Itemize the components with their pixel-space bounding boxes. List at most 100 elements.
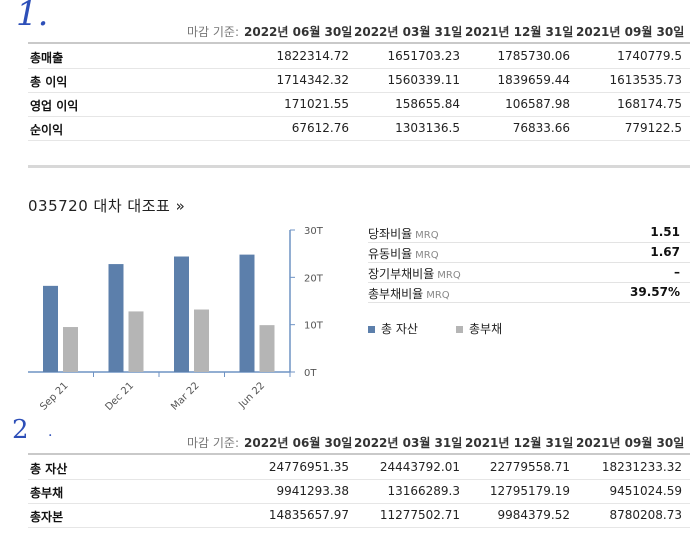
income-table-header: 마감 기준: 2022년 06월 30일 2022년 03월 31일 2021년… — [0, 21, 690, 41]
income-row-net-income: 순이익 67612.76 1303136.5 76833.66 779122.5 — [28, 116, 690, 141]
row-value: 1651703.23 — [387, 49, 460, 63]
x-tick-label: Dec 21 — [103, 380, 136, 413]
row-value: 106587.98 — [505, 97, 570, 111]
row-name: 총부채 — [30, 486, 64, 500]
balance-table-rule — [28, 453, 690, 455]
balance-row-total-assets: 총 자산 24776951.35 24443792.01 22779558.71… — [28, 455, 690, 480]
ratio-label: 장기부채비율 — [368, 267, 435, 281]
row-value: 9451024.59 — [609, 484, 682, 498]
row-value: 168174.75 — [617, 97, 682, 111]
annotation-mark-1: 1. — [16, 0, 49, 34]
ratio-row-quick: 당좌비율 MRQ 1.51 — [368, 222, 690, 243]
bar-assets — [239, 254, 255, 372]
ratio-tag: MRQ — [415, 230, 439, 241]
x-tick-label: Mar 22 — [169, 380, 201, 412]
y-tick-label: 10T — [304, 321, 324, 332]
y-tick-label: 30T — [304, 226, 324, 237]
row-name: 총매출 — [30, 51, 64, 65]
income-col-1: 2022년 03월 31일 — [354, 25, 463, 39]
legend-assets-swatch — [368, 326, 375, 333]
bar-liabilities — [128, 311, 144, 372]
income-row-operating-income: 영업 이익 171021.55 158655.84 106587.98 1681… — [28, 92, 690, 117]
balance-row-total-liabilities: 총부채 9941293.38 13166289.3 12795179.19 94… — [28, 479, 690, 504]
section-divider — [28, 165, 690, 168]
ratio-value: 1.51 — [650, 225, 680, 239]
annotation-mark-2-dot: . — [48, 424, 53, 440]
bar-assets — [174, 256, 189, 372]
row-name: 총자본 — [30, 510, 64, 524]
ratio-label: 총부채비율 — [368, 287, 424, 301]
balance-sheet-bar-chart: 0T 10T 20T 30T Sep 21 Dec 21 Mar 22 Jun 22 — [28, 226, 324, 413]
row-name: 총 자산 — [30, 462, 68, 476]
ratio-value: 1.67 — [650, 245, 680, 259]
ratio-tag: MRQ — [426, 290, 450, 301]
balance-col-3: 2021년 09월 30일 — [576, 436, 685, 450]
row-value: 13166289.3 — [387, 484, 460, 498]
balance-row-total-equity: 총자본 14835657.97 11277502.71 9984379.52 8… — [28, 503, 690, 528]
row-value: 24443792.01 — [379, 460, 460, 474]
ratio-value: – — [674, 265, 680, 279]
y-tick-label: 20T — [304, 273, 324, 284]
ratio-row-long-term-debt: 장기부채비율 MRQ – — [368, 262, 690, 283]
ratio-row-current: 유동비율 MRQ 1.67 — [368, 242, 690, 263]
row-value: 1822314.72 — [276, 49, 349, 63]
balance-col-1: 2022년 03월 31일 — [354, 436, 463, 450]
row-name: 순이익 — [30, 123, 64, 137]
ratio-value: 39.57% — [630, 285, 680, 299]
income-row-gross-profit: 총 이익 1714342.32 1560339.11 1839659.44 16… — [28, 68, 690, 93]
row-value: 9984379.52 — [497, 508, 570, 522]
bar-assets — [43, 285, 58, 372]
ratio-row-total-debt: 총부채비율 MRQ 39.57% — [368, 282, 690, 303]
row-value: 1303136.5 — [395, 121, 460, 135]
legend-assets: 총 자산 — [368, 320, 418, 337]
row-value: 67612.76 — [291, 121, 349, 135]
row-value: 779122.5 — [624, 121, 682, 135]
row-value: 18231233.32 — [601, 460, 682, 474]
legend-liabilities-label: 총부채 — [469, 322, 503, 336]
bar-liabilities — [63, 327, 78, 372]
row-value: 24776951.35 — [268, 460, 349, 474]
row-value: 9941293.38 — [276, 484, 349, 498]
x-tick-label: Jun 22 — [236, 380, 267, 411]
row-name: 영업 이익 — [30, 99, 79, 113]
row-name: 총 이익 — [30, 75, 68, 89]
ratio-tag: MRQ — [437, 270, 461, 281]
income-table-rule — [28, 42, 690, 44]
row-value: 12795179.19 — [489, 484, 570, 498]
legend-liabilities-swatch — [456, 326, 463, 333]
row-value: 8780208.73 — [609, 508, 682, 522]
row-value: 1613535.73 — [609, 73, 682, 87]
row-value: 1714342.32 — [276, 73, 349, 87]
balance-col-2: 2021년 12월 31일 — [465, 436, 574, 450]
income-col-3: 2021년 09월 30일 — [576, 25, 685, 39]
legend-liabilities: 총부채 — [456, 320, 502, 337]
bar-liabilities — [194, 309, 209, 372]
bar-liabilities — [259, 325, 275, 372]
balance-sheet-title-link[interactable]: 035720 대차 대조표 » — [28, 197, 186, 215]
income-col-0: 2022년 06월 30일 — [244, 25, 353, 39]
balance-col-0: 2022년 06월 30일 — [244, 436, 353, 450]
balance-header-label: 마감 기준: — [187, 436, 240, 450]
row-value: 1560339.11 — [387, 73, 460, 87]
row-value: 11277502.71 — [379, 508, 460, 522]
y-tick-label: 0T — [304, 368, 317, 379]
row-value: 14835657.97 — [268, 508, 349, 522]
row-value: 1785730.06 — [497, 49, 570, 63]
row-value: 1740779.5 — [617, 49, 682, 63]
income-row-revenue: 총매출 1822314.72 1651703.23 1785730.06 174… — [28, 44, 690, 69]
row-value: 22779558.71 — [489, 460, 570, 474]
row-value: 171021.55 — [284, 97, 349, 111]
row-value: 76833.66 — [512, 121, 570, 135]
x-tick-label: Sep 21 — [38, 380, 70, 412]
balance-table-header: 마감 기준: 2022년 06월 30일 2022년 03월 31일 2021년… — [0, 432, 690, 452]
row-value: 1839659.44 — [497, 73, 570, 87]
income-col-2: 2021년 12월 31일 — [465, 25, 574, 39]
annotation-mark-2: 2 — [12, 415, 29, 445]
ratio-label: 유동비율 — [368, 247, 413, 261]
ratio-tag: MRQ — [415, 250, 439, 261]
legend-assets-label: 총 자산 — [381, 322, 418, 336]
bar-assets — [108, 264, 124, 372]
income-header-label: 마감 기준: — [187, 25, 240, 39]
ratio-label: 당좌비율 — [368, 227, 413, 241]
row-value: 158655.84 — [395, 97, 460, 111]
